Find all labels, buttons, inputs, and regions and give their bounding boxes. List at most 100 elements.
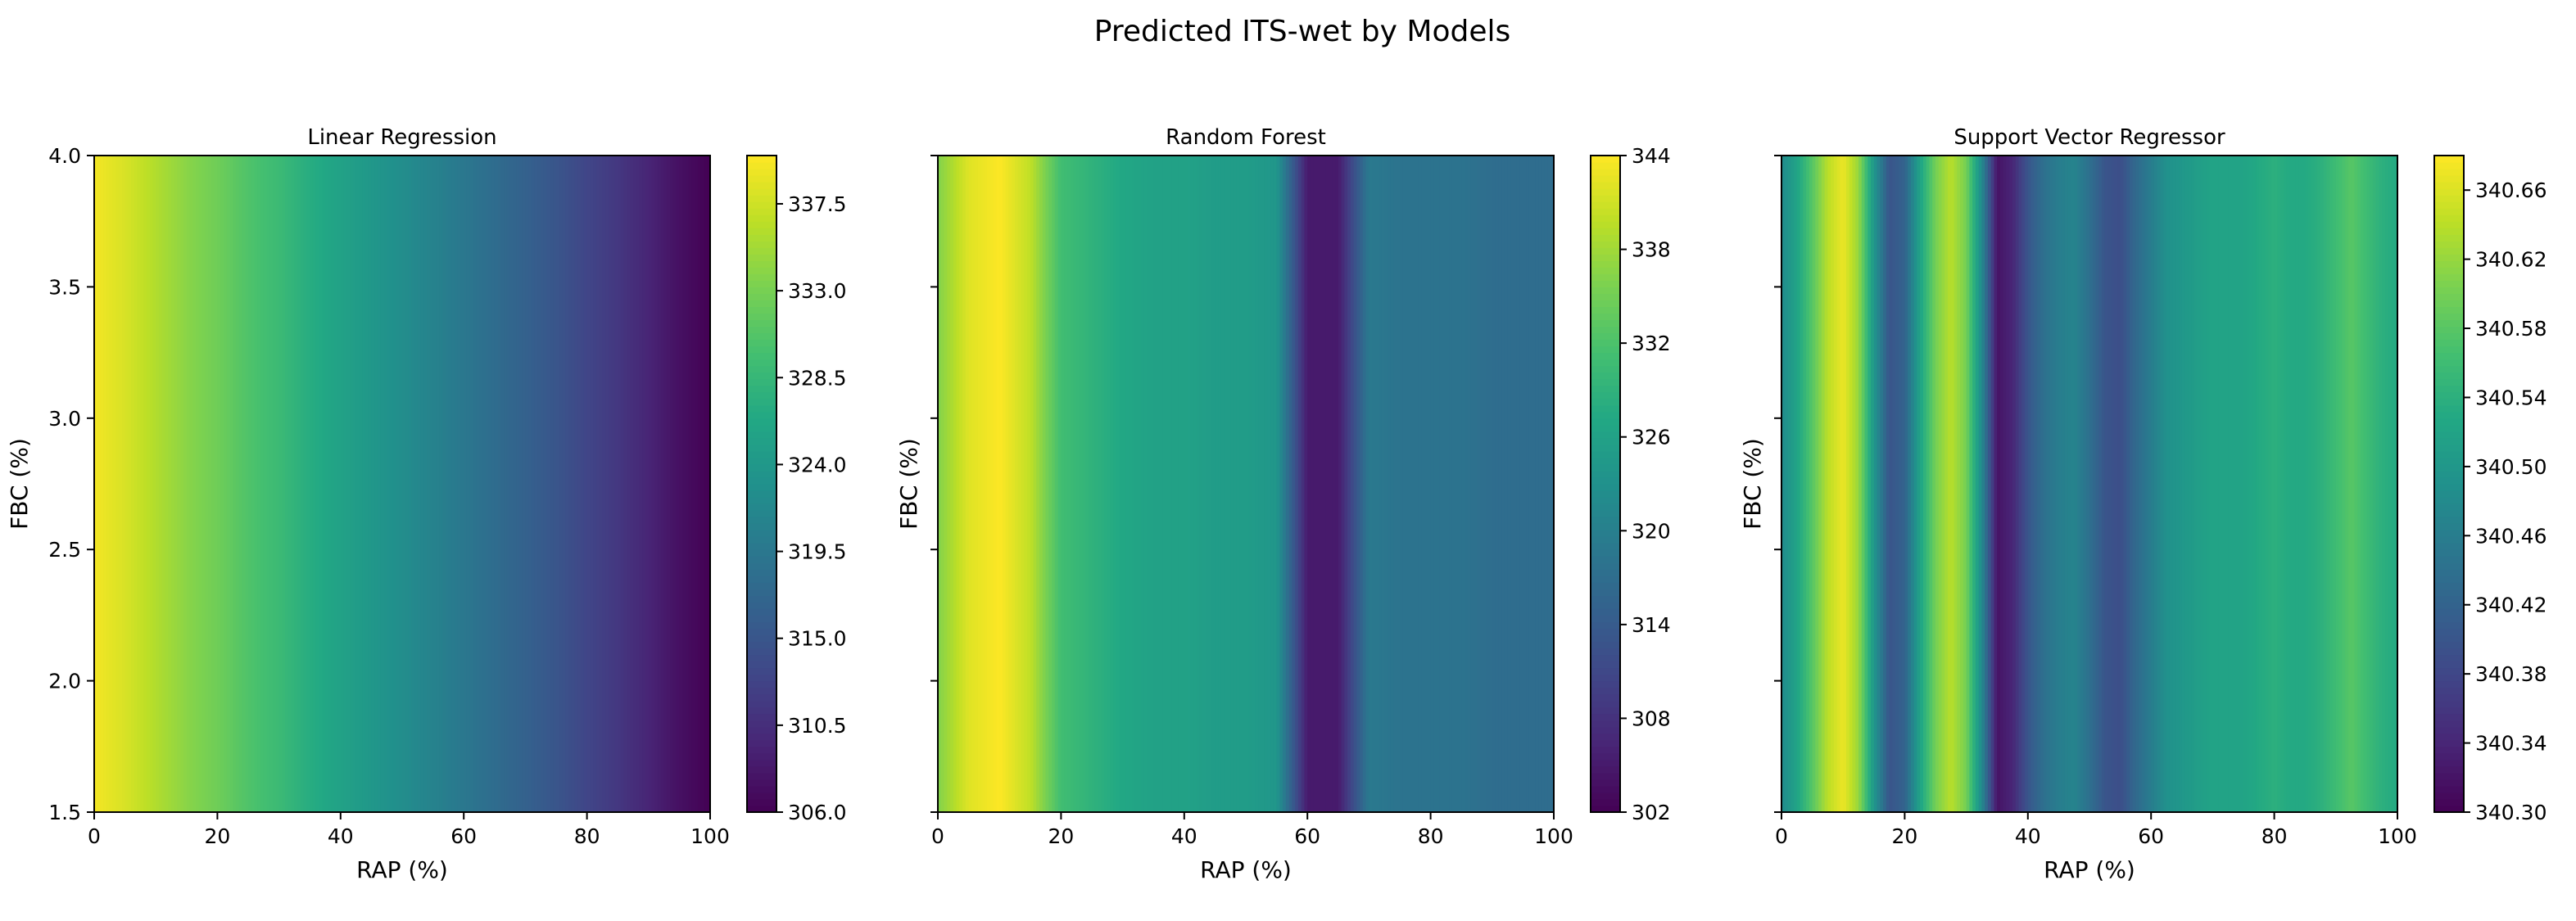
heatmap-cell bbox=[448, 156, 452, 812]
colorbar-tick-label: 314 bbox=[1632, 613, 1671, 637]
heatmap-cell bbox=[1877, 156, 1881, 812]
heatmap-cell bbox=[1008, 156, 1012, 812]
colorbar-segment bbox=[2434, 700, 2464, 708]
heatmap-cell bbox=[1079, 156, 1084, 812]
colorbar-segment bbox=[2434, 208, 2464, 215]
heatmap-cell bbox=[1427, 156, 1432, 812]
colorbar-tick-label: 337.5 bbox=[788, 192, 847, 216]
heatmap-cell bbox=[1479, 156, 1484, 812]
heatmap-cell bbox=[599, 156, 603, 812]
colorbar-segment bbox=[2434, 182, 2464, 189]
heatmap-cell bbox=[984, 156, 988, 812]
colorbar-segment bbox=[2434, 431, 2464, 439]
colorbar-segment bbox=[747, 300, 776, 308]
heatmap-cell bbox=[454, 156, 459, 812]
heatmap-cell bbox=[2277, 156, 2281, 812]
heatmap-cell bbox=[581, 156, 585, 812]
colorbar-tick-label: 340.58 bbox=[2475, 317, 2547, 341]
heatmap-cell bbox=[220, 156, 224, 812]
colorbar-segment bbox=[747, 490, 776, 498]
colorbar-segment bbox=[747, 530, 776, 537]
colorbar-segment bbox=[1591, 431, 1620, 439]
colorbar-segment bbox=[1591, 450, 1620, 458]
colorbar-segment bbox=[2434, 536, 2464, 544]
heatmap-cell bbox=[441, 156, 446, 812]
heatmap-cell bbox=[115, 156, 120, 812]
colorbar-segment bbox=[1591, 228, 1620, 235]
panels: Linear Regression 0 20 40 60 80 100 RAP (%) 1.5 2… bbox=[6, 125, 2547, 883]
heatmap-cell bbox=[1190, 156, 1194, 812]
heatmap-cell bbox=[1110, 156, 1114, 812]
colorbar-segment bbox=[747, 450, 776, 458]
colorbar-tick-label: 340.50 bbox=[2475, 455, 2547, 479]
colorbar-segment bbox=[747, 641, 776, 649]
heatmap-cell bbox=[205, 156, 209, 812]
heatmap-cell bbox=[667, 156, 671, 812]
colorbar-tick-label: 340.54 bbox=[2475, 386, 2547, 409]
colorbar-segment bbox=[2434, 674, 2464, 682]
colorbar-segment bbox=[2434, 339, 2464, 347]
heatmap-cell bbox=[1498, 156, 1502, 812]
colorbar-segment bbox=[2434, 260, 2464, 268]
heatmap-cell bbox=[1908, 156, 1912, 812]
heatmap-cell bbox=[2058, 156, 2062, 812]
heatmap-cell bbox=[977, 156, 982, 812]
heatmap-cell bbox=[1446, 156, 1450, 812]
heatmap-cell bbox=[1288, 156, 1293, 812]
heatmap-cell bbox=[2246, 156, 2251, 812]
heatmap-cell bbox=[627, 156, 631, 812]
colorbar-segment bbox=[2434, 326, 2464, 334]
colorbar-segment bbox=[1591, 628, 1620, 636]
heatmap-cell bbox=[1076, 156, 1080, 812]
heatmap-cell bbox=[1483, 156, 1487, 812]
heatmap-cell bbox=[2139, 156, 2143, 812]
colorbar-segment bbox=[747, 476, 776, 485]
heatmap-cell bbox=[571, 156, 576, 812]
heatmap-cell bbox=[1360, 156, 1364, 812]
colorbar-segment bbox=[2434, 195, 2464, 202]
heatmap-cell bbox=[2265, 156, 2269, 812]
heatmap-cell bbox=[306, 156, 310, 812]
heatmap-cell bbox=[1880, 156, 1884, 812]
colorbar-segment bbox=[747, 576, 776, 583]
heatmap-cell bbox=[1451, 156, 1456, 812]
colorbar-segment bbox=[747, 319, 776, 327]
colorbar-segment bbox=[747, 378, 776, 386]
colorbar-segment bbox=[747, 339, 776, 347]
heatmap-cell bbox=[137, 156, 141, 812]
heatmap-cell bbox=[1129, 156, 1133, 812]
heatmap-cell bbox=[1821, 156, 1826, 812]
colorbar-segment bbox=[2434, 169, 2464, 176]
colorbar-segment bbox=[2434, 707, 2464, 715]
heatmap-cell bbox=[2092, 156, 2097, 812]
heatmap-cell bbox=[1162, 156, 1166, 812]
colorbar-segment bbox=[1591, 391, 1620, 400]
heatmap-cell bbox=[312, 156, 317, 812]
heatmap-cell bbox=[1966, 156, 1970, 812]
heatmap-cell bbox=[602, 156, 606, 812]
heatmap-cell bbox=[383, 156, 387, 812]
heatmap-cell bbox=[2338, 156, 2343, 812]
x-tick-label: 20 bbox=[204, 824, 230, 848]
heatmap-cell bbox=[485, 156, 489, 812]
heatmap-cell bbox=[158, 156, 163, 812]
colorbar-segment bbox=[1591, 589, 1620, 596]
colorbar-segment bbox=[1591, 615, 1620, 623]
colorbar-segment bbox=[2434, 418, 2464, 426]
colorbar-segment bbox=[1591, 687, 1620, 695]
heatmap-cell bbox=[473, 156, 477, 812]
heatmap-cell bbox=[2144, 156, 2149, 812]
heatmap-cell bbox=[1304, 156, 1308, 812]
heatmap-cell bbox=[156, 156, 160, 812]
colorbar-tick-label: 320 bbox=[1632, 519, 1671, 543]
heatmap-cell bbox=[1929, 156, 1933, 812]
colorbar-segment bbox=[2434, 444, 2464, 452]
colorbar-segment bbox=[2434, 503, 2464, 511]
heatmap-cell bbox=[2354, 156, 2358, 812]
heatmap-cell bbox=[263, 156, 268, 812]
colorbar-segment bbox=[1591, 221, 1620, 228]
heatmap-cell bbox=[457, 156, 462, 812]
colorbar-segment bbox=[747, 326, 776, 334]
colorbar-segment bbox=[2434, 175, 2464, 183]
colorbar-segment bbox=[1591, 352, 1620, 360]
